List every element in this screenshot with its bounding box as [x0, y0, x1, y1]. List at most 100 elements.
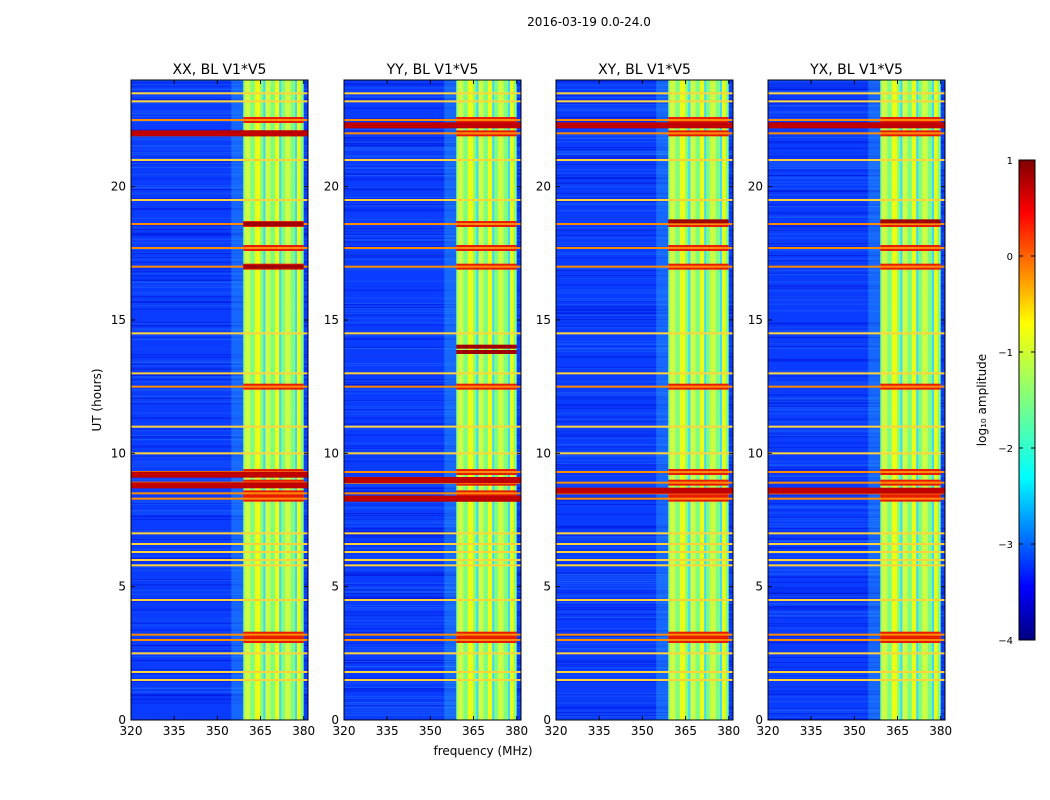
colorbar-tick-label: −2 — [998, 444, 1013, 455]
noise-line — [768, 142, 945, 144]
noise-line — [344, 392, 521, 394]
noise-line — [768, 528, 945, 529]
noise-line — [131, 287, 308, 289]
noise-line — [556, 147, 733, 148]
noise-line — [556, 602, 733, 604]
noise-line — [768, 561, 945, 563]
noise-line — [344, 661, 521, 663]
noise-line — [131, 98, 308, 100]
y-tick-label: 20 — [324, 180, 339, 194]
y-tick-label: 5 — [543, 580, 551, 594]
noise-line — [344, 254, 521, 256]
noise-line — [131, 465, 308, 467]
noise-line — [131, 250, 308, 252]
noise-line — [344, 172, 521, 174]
noise-line — [768, 106, 945, 108]
noise-line — [131, 580, 308, 581]
noise-line — [131, 242, 308, 244]
y-tick-label: 20 — [536, 180, 551, 194]
noise-line — [556, 611, 733, 613]
noise-line — [556, 636, 733, 638]
noise-line — [344, 318, 521, 320]
rfi-line — [344, 559, 521, 561]
noise-line — [344, 238, 521, 240]
rfi-line — [768, 372, 945, 375]
noise-line — [344, 381, 521, 383]
channel-gap — [279, 80, 282, 720]
noise-line — [131, 362, 308, 364]
noise-line — [131, 585, 308, 587]
noise-line — [131, 271, 308, 273]
colorbar-tick-label: 1 — [1007, 156, 1013, 167]
noise-line — [344, 586, 521, 588]
noise-line — [556, 202, 733, 204]
noise-line — [131, 688, 308, 689]
noise-line — [768, 661, 945, 663]
band-edge-glow — [656, 80, 671, 720]
noise-line — [131, 650, 308, 652]
noise-line — [131, 328, 308, 330]
noise-line — [556, 660, 733, 662]
noise-line — [768, 495, 945, 497]
strong-rfi-band — [556, 487, 733, 494]
rfi-line — [344, 223, 521, 225]
noise-line — [556, 154, 733, 155]
noise-line — [131, 648, 308, 650]
noise-line — [768, 686, 945, 688]
noise-line — [344, 417, 521, 419]
noise-line — [344, 146, 521, 148]
noise-line — [344, 525, 521, 527]
colorbar-tick-label: 0 — [1007, 252, 1013, 263]
noise-line — [768, 169, 945, 171]
noise-line — [556, 177, 733, 179]
noise-line — [131, 629, 308, 631]
x-tick-label: 380 — [929, 724, 952, 738]
noise-line — [556, 101, 733, 103]
noise-line — [131, 673, 308, 675]
noise-line — [768, 685, 945, 687]
noise-line — [344, 406, 521, 408]
y-tick-label: 5 — [755, 580, 763, 594]
rfi-line — [556, 564, 733, 567]
noise-line — [131, 377, 308, 379]
noise-line — [131, 390, 308, 392]
noise-line — [344, 568, 521, 570]
noise-line — [768, 641, 945, 643]
noise-line — [556, 138, 733, 139]
noise-line — [768, 359, 945, 361]
rfi-line — [556, 452, 733, 455]
rfi-line — [131, 679, 308, 681]
noise-line — [768, 174, 945, 176]
noise-line — [344, 555, 521, 557]
noise-line — [344, 607, 521, 608]
noise-line — [131, 262, 308, 263]
noise-line — [131, 334, 308, 336]
noise-line — [344, 307, 521, 308]
noise-line — [768, 606, 945, 608]
y-tick-label: 15 — [111, 313, 126, 327]
rfi-line — [344, 119, 521, 121]
noise-line — [768, 191, 945, 193]
noise-line — [131, 393, 308, 395]
y-tick-label: 0 — [118, 713, 126, 727]
noise-line — [768, 657, 945, 658]
noise-line — [131, 647, 308, 649]
noise-line — [131, 446, 308, 448]
noise-line — [768, 538, 945, 540]
band-stripe — [881, 80, 888, 720]
noise-line — [131, 557, 308, 559]
noise-line — [768, 431, 945, 433]
noise-line — [131, 593, 308, 595]
noise-line — [556, 201, 733, 203]
panel-4: YX, BL V1*V5 320 335 350 365 380 0 5 10 15 20 — [748, 62, 952, 738]
rfi-line — [768, 247, 945, 249]
noise-line — [556, 416, 733, 418]
noise-line — [131, 659, 308, 661]
noise-line — [556, 630, 733, 632]
noise-line — [556, 643, 733, 645]
noise-line — [768, 303, 945, 305]
noise-line — [556, 397, 733, 399]
noise-line — [556, 648, 733, 649]
channel-gap — [688, 80, 691, 720]
noise-line — [556, 418, 733, 420]
